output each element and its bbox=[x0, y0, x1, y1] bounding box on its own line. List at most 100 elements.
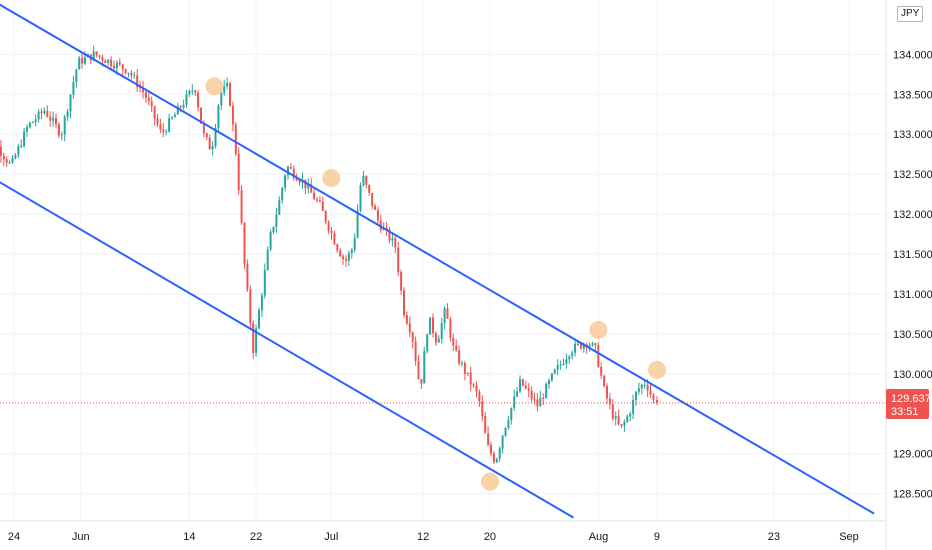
candle-body bbox=[304, 179, 307, 189]
candle-body bbox=[8, 162, 11, 164]
candle-body bbox=[562, 363, 565, 365]
candle-body bbox=[153, 106, 156, 119]
candle-body bbox=[582, 344, 585, 349]
candle-body bbox=[46, 110, 49, 117]
x-tick-label: Jul bbox=[324, 531, 338, 543]
candle-body bbox=[501, 435, 504, 449]
candles bbox=[0, 45, 658, 464]
candle-body bbox=[307, 184, 310, 189]
x-tick-label: 22 bbox=[250, 531, 262, 543]
candle-body bbox=[197, 92, 200, 108]
candle-body bbox=[92, 51, 95, 61]
y-tick-label: 130.000 bbox=[893, 369, 932, 381]
candle-body bbox=[374, 205, 376, 210]
candle-body bbox=[333, 233, 336, 245]
currency-badge[interactable]: JPY bbox=[897, 6, 924, 22]
candle-body bbox=[472, 384, 475, 386]
candle-body bbox=[498, 448, 501, 459]
candle-body bbox=[608, 398, 611, 405]
candle-body bbox=[478, 391, 481, 402]
candle-body bbox=[434, 333, 437, 343]
candle-body bbox=[194, 90, 197, 93]
candle-body bbox=[385, 227, 388, 230]
candle-body bbox=[124, 69, 127, 74]
candle-body bbox=[400, 272, 403, 291]
candle-body bbox=[266, 249, 269, 271]
candle-body bbox=[37, 111, 40, 120]
candle-body bbox=[510, 407, 513, 421]
candle-body bbox=[620, 424, 623, 426]
candle-body bbox=[521, 379, 524, 386]
candle-body bbox=[5, 159, 8, 163]
touch-marker bbox=[589, 320, 608, 339]
candle-body bbox=[327, 222, 330, 231]
x-tick-label: Aug bbox=[589, 531, 609, 543]
candle-body bbox=[101, 56, 104, 61]
candle-body bbox=[600, 366, 603, 376]
candle-body bbox=[356, 210, 359, 238]
candle-body bbox=[31, 121, 34, 123]
candle-body bbox=[188, 90, 191, 95]
candle-body bbox=[113, 65, 115, 69]
candle-body bbox=[60, 134, 63, 136]
candle-body bbox=[519, 379, 521, 392]
candle-body bbox=[289, 166, 292, 169]
candle-body bbox=[281, 187, 284, 201]
candle-body bbox=[298, 180, 301, 183]
candle-body bbox=[556, 364, 559, 370]
candle-body bbox=[649, 390, 652, 395]
candle-body bbox=[84, 57, 86, 64]
candle-body bbox=[397, 247, 400, 273]
candle-body bbox=[202, 123, 205, 134]
candle-body bbox=[405, 315, 408, 324]
candle-body bbox=[0, 146, 2, 156]
candle-body bbox=[637, 388, 640, 392]
candle-body bbox=[318, 200, 321, 202]
x-tick-label: 24 bbox=[8, 531, 20, 543]
candle-body bbox=[316, 199, 318, 201]
y-tick-label: 129.000 bbox=[893, 449, 932, 461]
candle-body bbox=[168, 118, 171, 132]
candle-body bbox=[553, 369, 556, 374]
candle-body bbox=[208, 137, 211, 150]
candle-body bbox=[379, 220, 382, 230]
candle-body bbox=[98, 55, 101, 57]
candle-body bbox=[110, 59, 113, 66]
x-tick-label: Sep bbox=[839, 531, 859, 543]
candle-body bbox=[429, 317, 432, 335]
candle-body bbox=[542, 397, 545, 399]
candle-body bbox=[107, 59, 110, 63]
candle-body bbox=[278, 200, 281, 215]
candle-body bbox=[14, 155, 17, 159]
candle-body bbox=[394, 238, 397, 248]
candle-body bbox=[142, 87, 144, 93]
candle-body bbox=[200, 107, 202, 124]
candle-body bbox=[336, 244, 339, 251]
candle-body bbox=[461, 362, 463, 364]
candle-body bbox=[173, 114, 176, 118]
price-axis[interactable]: 134.000 133.500 133.000 132.500 132.000 131.5… bbox=[886, 0, 932, 520]
candle-body bbox=[121, 64, 124, 70]
candle-body bbox=[165, 131, 168, 133]
candle-body bbox=[539, 397, 542, 407]
candle-body bbox=[118, 62, 121, 65]
candle-body bbox=[49, 116, 52, 121]
candle-body bbox=[574, 343, 577, 353]
candle-body bbox=[72, 82, 75, 95]
candle-body bbox=[63, 116, 66, 135]
candle-body bbox=[249, 289, 252, 324]
candle-body bbox=[17, 146, 20, 156]
candle-body bbox=[579, 343, 582, 349]
candle-body bbox=[617, 416, 620, 425]
candle-body bbox=[632, 399, 635, 414]
trendline-upper bbox=[0, 3, 875, 515]
candle-body bbox=[614, 416, 617, 419]
candle-body bbox=[423, 351, 426, 384]
candle-body bbox=[504, 427, 507, 436]
candle-body bbox=[246, 263, 249, 290]
candle-body bbox=[362, 176, 365, 186]
candle-body bbox=[104, 60, 107, 63]
candle-body bbox=[324, 210, 327, 223]
